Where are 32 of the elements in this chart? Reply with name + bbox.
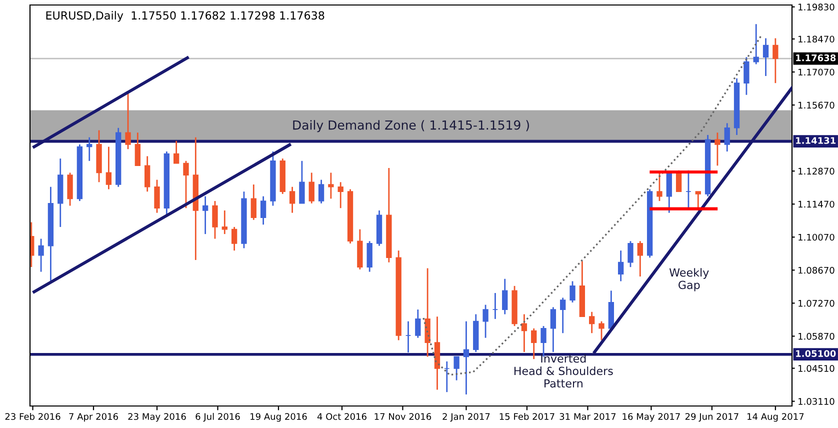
y-tick-label: 1.11470: [798, 200, 834, 208]
y-tick-label: 1.07270: [798, 300, 834, 307]
y-tick-label: 1.08670: [798, 266, 834, 274]
y-tick-label: 1.05870: [798, 332, 834, 340]
x-tick-label: 19 Aug 2016: [250, 413, 307, 422]
y-tick-label: 1.17070: [798, 68, 834, 76]
x-tick-label: 29 Jun 2017: [685, 413, 738, 422]
x-tick-label: 14 Aug 2017: [748, 413, 804, 422]
y-tick-label: 1.12870: [798, 168, 834, 175]
x-tick-label: 4 Oct 2016: [317, 413, 366, 420]
band-label: Daily Demand Zone ( 1.1415-1.1519 ): [293, 120, 529, 132]
x-tick-label: 23 Feb 2016: [5, 412, 60, 420]
y-tick-label: 1.19830: [798, 4, 834, 10]
x-tick-label: 2 Jan 2017: [442, 413, 490, 422]
x-tick-label: 7 Apr 2016: [69, 413, 118, 422]
x-tick-label: 6 Jul 2016: [196, 412, 240, 422]
ref-line-label: 1.14131: [796, 137, 836, 144]
x-tick-label: 15 Feb 2017: [500, 412, 554, 420]
y-tick-label: 1.10070: [798, 234, 834, 241]
x-tick-label: 17 Nov 2016: [374, 413, 432, 420]
x-tick-label: 23 May 2016: [128, 413, 186, 422]
x-tick-label: 31 Mar 2017: [560, 413, 616, 420]
y-tick-label: 1.15670: [798, 102, 834, 109]
x-tick-label: 16 May 2017: [622, 413, 680, 422]
ref-line-label: 1.17638: [796, 54, 836, 62]
y-tick-label: 1.18470: [798, 36, 834, 43]
text: EURUSD,Daily 1.17550 1.17682 1.17298 1.17638: [46, 11, 324, 22]
y-tick-label: 1.03110: [798, 398, 834, 405]
annotation: Inverted Head & Shoulders Pattern: [514, 354, 613, 388]
y-tick-label: 1.04510: [798, 364, 834, 372]
annotation: Weekly Gap: [669, 268, 709, 292]
ref-line-label: 1.05100: [796, 350, 836, 357]
